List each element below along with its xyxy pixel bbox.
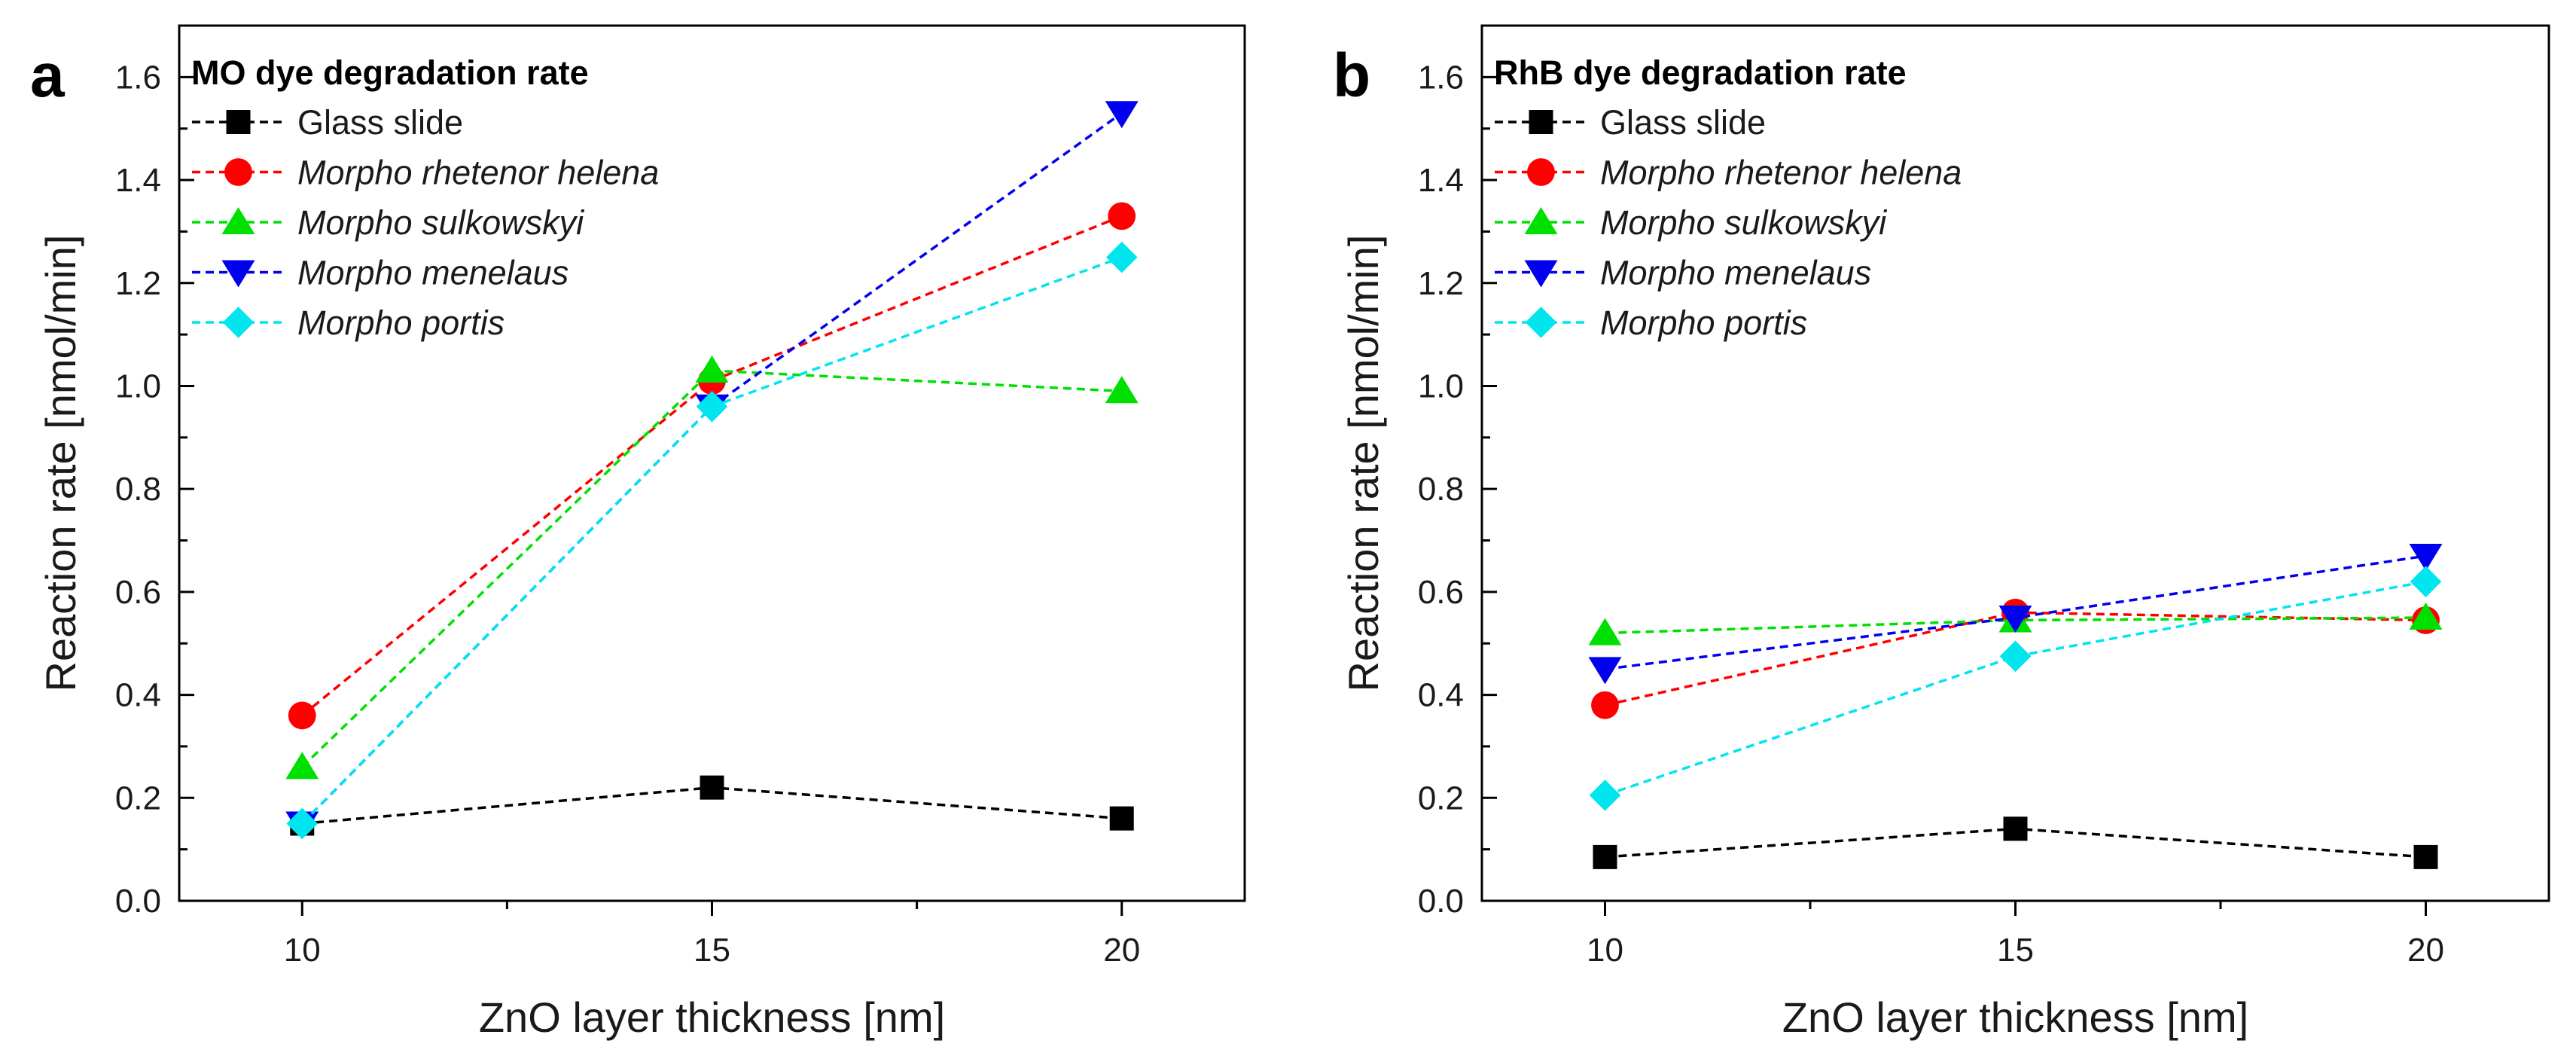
panel-b-y-tick-label: 1.2 [1418, 265, 1464, 302]
panel-a-series-4 [286, 241, 1138, 840]
panel-b-data-point [1588, 657, 1622, 685]
panel-b-legend-label: Morpho portis [1600, 304, 1807, 342]
panel-a-series-line [301, 369, 1122, 768]
panel-a-y-tick-label: 1.6 [115, 59, 161, 96]
panel-a-data-point [695, 355, 729, 383]
panel-a-data-point [288, 701, 316, 730]
panel-a-chart-title: MO dye degradation rate [191, 53, 589, 92]
panel-a-series-2 [285, 355, 1139, 780]
panel-b-letter: b [1333, 41, 1370, 110]
panel-a-legend-label: Morpho menelaus [297, 254, 569, 292]
panel-b-series-4 [1589, 566, 2442, 811]
panel-a-series-0 [290, 775, 1134, 836]
panel-a-series-line [301, 255, 1123, 825]
panel-b-chart: b 0.0 0.2 0.4 0.6 0.8 1.0 1.2 1.4 1.6 10 15 20 ZnO la… [1333, 24, 2550, 1041]
panel-b-data-point [1999, 640, 2032, 673]
panel-a-data-point [1105, 376, 1139, 404]
panel-b-x-tick-label: 20 [2407, 932, 2444, 969]
panel-a-y-tick-label: 1.4 [115, 162, 161, 199]
panel-b-x-axis-label: ZnO layer thickness [nm] [1782, 993, 2248, 1041]
panel-a-data-point [696, 391, 728, 423]
panel-a-legend-marker [222, 307, 255, 338]
panel-b-legend-label: Morpho rhetenor helena [1600, 154, 1962, 192]
panel-a-y-tick-label: 0.6 [115, 574, 161, 611]
panel-b-data-point [2413, 844, 2438, 869]
panel-a-y-tick-label: 0.0 [115, 883, 161, 920]
panel-b-y-tick-label: 0.4 [1418, 677, 1464, 714]
panel-a-letter: a [30, 41, 66, 110]
panel-a-data-point [1105, 241, 1138, 273]
panel-b-y-tick-label: 1.6 [1418, 59, 1464, 96]
panel-b-y-tick-label: 1.4 [1418, 162, 1464, 199]
panel-a-legend-label: Glass slide [297, 103, 463, 142]
panel-b-legend-marker [1525, 307, 1557, 338]
panel-b-data-point [1998, 606, 2032, 633]
panel-b-data-point [2409, 544, 2443, 572]
panel-a-x-tick-label: 10 [284, 932, 321, 969]
panel-b-y-tick-label: 1.0 [1418, 368, 1464, 404]
panel-a-y-tick-label: 0.8 [115, 471, 161, 508]
panel-a-legend: Glass slide Morpho rhetenor helena Morpho … [192, 103, 659, 342]
panel-a-y-tick-label: 0.2 [115, 780, 161, 816]
panel-b-legend-label: Morpho sulkowskyi [1600, 203, 1888, 242]
panel-b-legend-marker [1529, 110, 1553, 134]
panel-a-x-tick-label: 20 [1103, 932, 1140, 969]
panel-a-data-point [1108, 202, 1136, 230]
panel-b-series-line [1604, 580, 2426, 797]
panel-a-x-axis-label: ZnO layer thickness [nm] [479, 993, 945, 1041]
panel-b-data-point [2003, 816, 2028, 841]
panel-b-series-3 [1588, 544, 2443, 685]
panel-a-legend-marker [221, 207, 255, 234]
panel-b-y-tick-label: 0.6 [1418, 574, 1464, 611]
panel-b-legend: Glass slide Morpho rhetenor helena Morpho … [1495, 103, 1962, 342]
panel-b-legend-label: Glass slide [1600, 103, 1766, 142]
panel-b-x-tick-label: 15 [1997, 932, 2034, 969]
panel-a-legend-marker [226, 110, 251, 134]
panel-a-data-point [1105, 101, 1139, 129]
panel-a-y-tick-label: 1.2 [115, 265, 161, 302]
panel-a-y-axis-label: Reaction rate [nmol/min] [37, 235, 84, 692]
panel-a-legend-label: Morpho sulkowskyi [297, 203, 585, 242]
panel-b-chart-title: RhB dye degradation rate [1494, 53, 1907, 92]
panel-a-y-tick-label: 0.4 [115, 677, 161, 714]
panel-b-y-tick-label: 0.0 [1418, 883, 1464, 920]
panel-b-data-point [2410, 566, 2442, 598]
panel-b-data-point [2409, 603, 2443, 630]
panel-b-data-point [1591, 691, 1619, 719]
panel-b-x-tick-label: 10 [1587, 932, 1623, 969]
panel-a-y-tick-label: 1.0 [115, 368, 161, 404]
panel-b-data-point [1588, 618, 1622, 645]
panel-b-y-tick-label: 0.8 [1418, 471, 1464, 508]
panel-b-series-0 [1593, 816, 2438, 869]
panel-b-legend-label: Morpho menelaus [1600, 254, 1871, 292]
panel-b-y-tick-label: 0.2 [1418, 780, 1464, 816]
panel-a-legend-label: Morpho portis [297, 304, 505, 342]
panel-a-chart: a 0.0 0.2 0.4 0.6 0.8 1.0 1.2 1.4 1.6 10 15 20 ZnO la… [30, 24, 1246, 1041]
panel-b-data-point [1589, 780, 1621, 811]
panel-a-data-point [285, 752, 319, 780]
panel-b-data-point [1593, 844, 1617, 869]
panel-a-legend-marker [221, 260, 255, 288]
panel-a-data-point [286, 807, 319, 840]
panel-a-data-point [1109, 806, 1134, 831]
panel-a-x-tick-label: 15 [694, 932, 730, 969]
panel-b-legend-marker [1524, 260, 1558, 288]
panel-a-data-point [700, 775, 724, 800]
panel-b-y-axis-label: Reaction rate [nmol/min] [1340, 235, 1387, 692]
panel-b-legend-marker [1524, 207, 1558, 234]
panel-b-legend-marker [1527, 158, 1555, 186]
panel-a-legend-marker [224, 158, 252, 186]
panel-a-legend-label: Morpho rhetenor helena [297, 154, 659, 192]
